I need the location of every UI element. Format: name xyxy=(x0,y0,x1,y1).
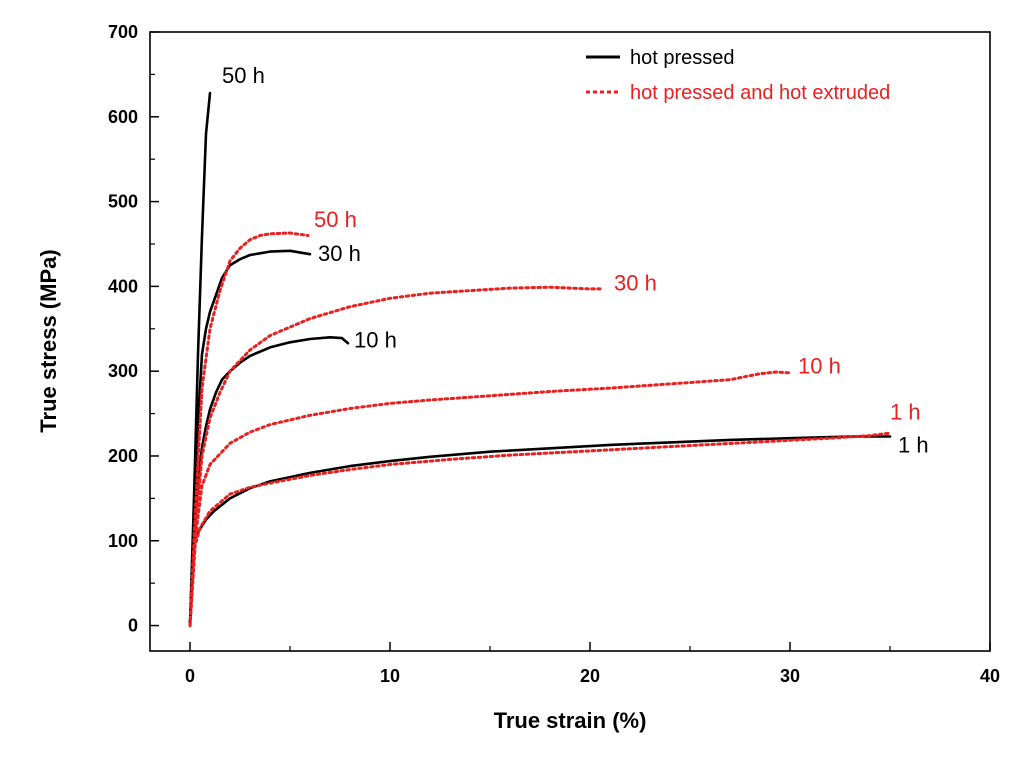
y-tick-label: 700 xyxy=(108,22,138,42)
series-line-hot-pressed-30-h xyxy=(188,249,312,627)
curve-label: 1 h xyxy=(890,400,921,425)
curve-label: 10 h xyxy=(354,327,397,352)
curve-label: 50 h xyxy=(314,207,357,232)
curve-label: 30 h xyxy=(318,241,361,266)
series-line-extruded-1-h xyxy=(188,431,892,628)
x-tick-label: 30 xyxy=(780,666,800,686)
curve-label: 50 h xyxy=(222,63,265,88)
series-line-extruded-10-h xyxy=(188,370,792,628)
curve-label: 10 h xyxy=(798,354,841,379)
legend-label-extruded: hot pressed and hot extruded xyxy=(630,82,890,104)
x-tick-label: 40 xyxy=(980,666,1000,686)
series-line-hot-pressed-1-h xyxy=(188,435,892,627)
y-tick-label: 0 xyxy=(128,616,138,636)
series-line-extruded-30-h xyxy=(188,285,602,628)
x-tick-label: 0 xyxy=(185,666,195,686)
y-tick-label: 100 xyxy=(108,531,138,551)
y-axis-title: True stress (MPa) xyxy=(36,249,61,432)
x-tick-label: 20 xyxy=(580,666,600,686)
plot-frame xyxy=(149,31,991,652)
y-tick-label: 200 xyxy=(108,446,138,466)
y-tick-label: 500 xyxy=(108,192,138,212)
legend-label-hot-pressed: hot pressed xyxy=(630,47,735,69)
curve-label: 30 h xyxy=(614,271,657,296)
legend: hot pressed hot pressed and hot extruded xyxy=(586,47,890,104)
series-line-extruded-50-h xyxy=(188,231,310,628)
x-tick-label: 10 xyxy=(380,666,400,686)
y-tick-label: 300 xyxy=(108,361,138,381)
y-tick-label: 600 xyxy=(108,107,138,127)
y-tick-label: 400 xyxy=(108,276,138,296)
curve-labels: 50 h 50 h 30 h 30 h 10 h 10 h 1 h 1 h xyxy=(222,63,929,458)
series-layer xyxy=(188,91,892,628)
curve-label: 1 h xyxy=(898,433,929,458)
x-axis-title: True strain (%) xyxy=(494,708,647,733)
